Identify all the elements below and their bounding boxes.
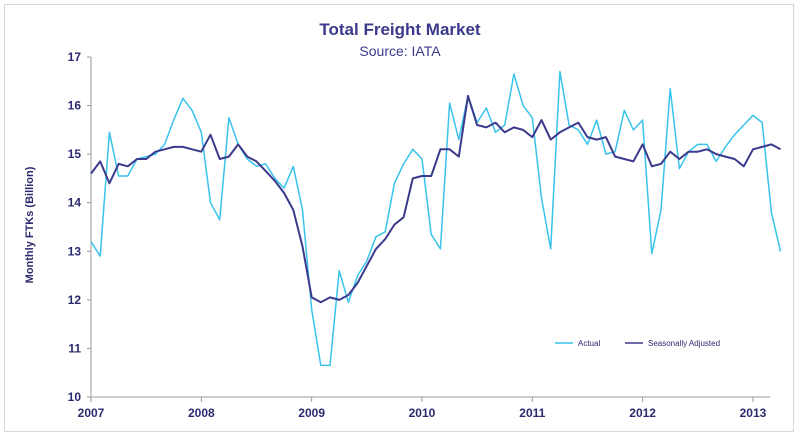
y-tick-label: 11 [68, 341, 81, 355]
y-tick-label: 13 [68, 244, 82, 258]
x-tick-label: 2013 [740, 406, 767, 420]
chart-title: Total Freight Market [319, 20, 481, 39]
chart-frame [4, 4, 794, 432]
y-tick-label: 15 [68, 147, 82, 161]
axes [90, 57, 770, 398]
x-tick-label: 2008 [188, 406, 215, 420]
y-axis-label: Monthly FTKs (Billion) [24, 166, 36, 283]
x-tick-label: 2009 [298, 406, 325, 420]
y-tick-label: 14 [68, 196, 82, 210]
legend: Actual Seasonally Adjusted [555, 339, 720, 348]
x-tick-label: 2007 [78, 406, 105, 420]
legend-label-seasonally-adjusted: Seasonally Adjusted [648, 339, 720, 348]
y-tick-label: 16 [68, 99, 82, 113]
y-tick-label: 10 [68, 390, 82, 404]
legend-label-actual: Actual [578, 339, 600, 348]
series-lines [90, 70, 782, 367]
y-tick-label: 17 [68, 50, 82, 64]
series-line-seasonally-adjusted [90, 94, 781, 304]
x-tick-label: 2012 [629, 406, 656, 420]
x-tick-label: 2011 [519, 406, 545, 420]
x-axis-ticks: 2007 2008 2009 2010 2011 2012 2013 [78, 397, 767, 420]
x-tick-label: 2010 [409, 406, 436, 420]
series-line-actual [90, 70, 782, 367]
y-axis-ticks: 10 11 12 13 14 15 16 17 [68, 50, 91, 404]
chart-subtitle: Source: IATA [359, 43, 441, 59]
y-tick-label: 12 [68, 293, 82, 307]
